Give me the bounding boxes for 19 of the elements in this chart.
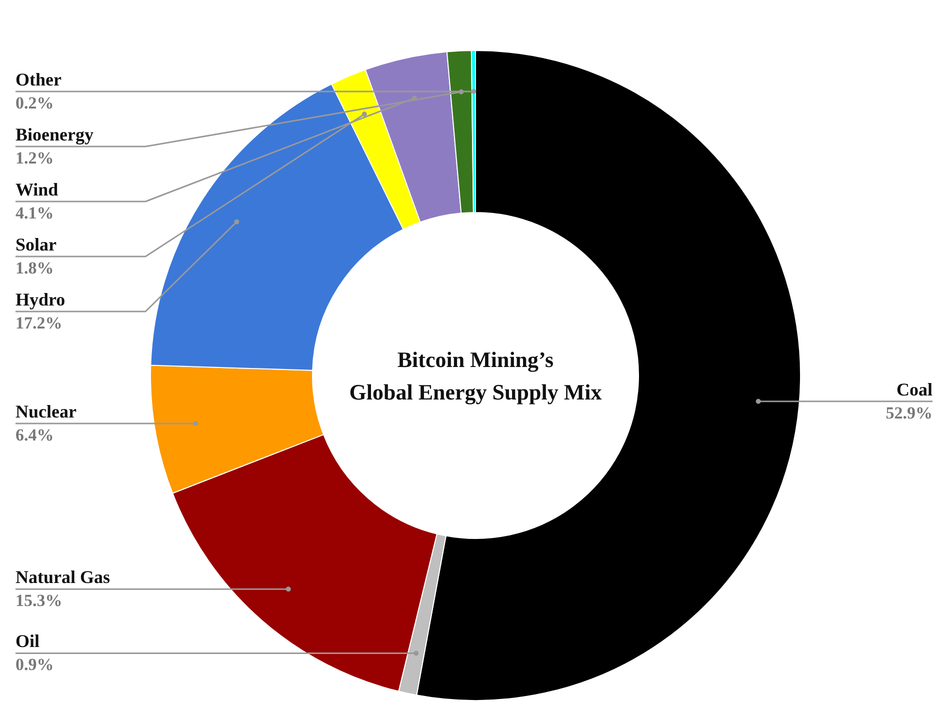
data-label: 1.2% [16, 148, 54, 168]
slice-label: Hydro [16, 290, 66, 310]
data-label: 0.2% [16, 94, 54, 113]
data-label: 15.3% [16, 591, 62, 610]
text: Bitcoin Mining’s Global Energy Supply Mix [349, 346, 602, 404]
slice-label: Nuclear [16, 401, 76, 422]
data-label: 0.9% [16, 655, 54, 674]
slice-label: Other [16, 70, 62, 90]
data-label: 6.4% [16, 425, 54, 444]
slice-label: Natural Gas [16, 567, 110, 588]
data-label: 1.8% [16, 258, 54, 278]
slice-label: Oil [16, 631, 40, 652]
data-label: 17.2% [16, 314, 62, 333]
slice-label: Wind [16, 180, 58, 200]
data-label: 4.1% [16, 204, 54, 223]
slice-label: Coal [896, 379, 932, 400]
slice-label: Bioenergy [16, 124, 94, 145]
data-label: 52.9% [886, 403, 932, 422]
slice-label: Solar [16, 234, 57, 255]
